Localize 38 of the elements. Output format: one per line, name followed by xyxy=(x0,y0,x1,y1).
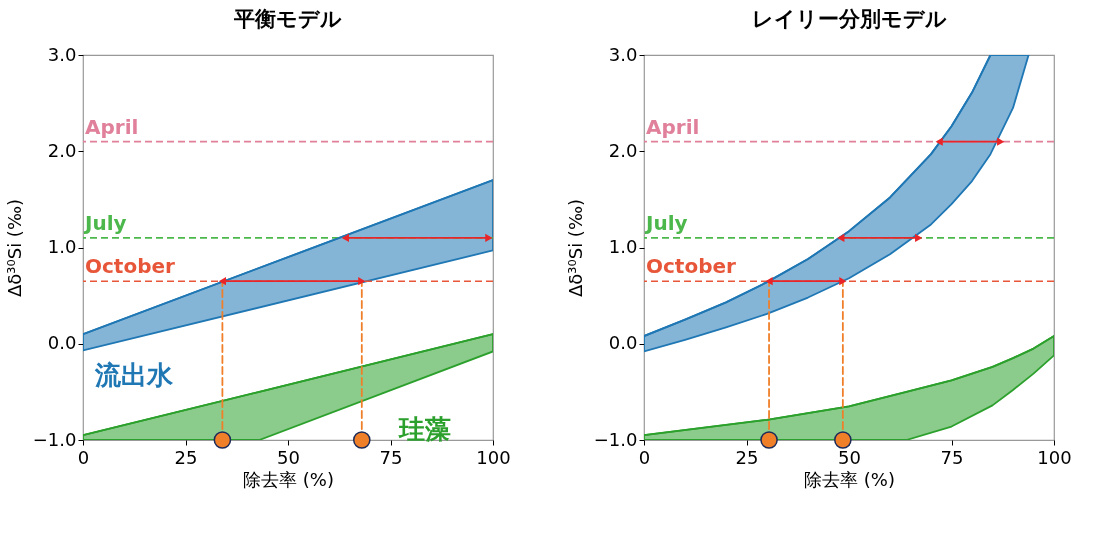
y-tick-label: 0.0 xyxy=(608,332,638,354)
ref-line-label: July xyxy=(83,210,127,235)
x-tick-label: 25 xyxy=(735,446,759,468)
x-tick-label: 25 xyxy=(174,446,198,468)
x-tick-label: 100 xyxy=(1037,446,1072,468)
text: 珪藻 xyxy=(397,413,451,444)
ref-line-label: October xyxy=(85,254,176,279)
chart-title: 平衡モデル xyxy=(233,7,342,31)
y-tick-label: 1.0 xyxy=(47,236,77,257)
y-axis-title: Δδ³⁰Si (‰) xyxy=(564,198,586,298)
ref-line-label: July xyxy=(644,210,688,235)
point xyxy=(213,431,232,449)
x-tick-label: 75 xyxy=(379,446,403,468)
ref-line-label: October xyxy=(646,254,737,279)
x-tick-label: 50 xyxy=(277,446,300,468)
y-tick-label: 2.0 xyxy=(47,139,77,161)
series-label: 流出水 xyxy=(94,360,175,390)
x-tick-label: 75 xyxy=(940,446,964,468)
y-tick-label: −1.0 xyxy=(593,428,638,450)
y-tick-label: 3.0 xyxy=(47,43,77,65)
y-tick-label: 3.0 xyxy=(608,43,638,65)
y-tick-label: 2.0 xyxy=(608,139,638,161)
x-tick-label: 0 xyxy=(638,446,651,468)
point xyxy=(352,431,371,449)
x-tick-label: 100 xyxy=(476,446,511,468)
point xyxy=(760,431,778,449)
x-tick-label: 0 xyxy=(77,446,90,468)
y-tick-label: 1.0 xyxy=(608,236,638,257)
ref-line-label: April xyxy=(646,114,700,139)
y-axis-title: Δδ³⁰Si (‰) xyxy=(3,198,25,298)
x-tick-label: 50 xyxy=(838,446,861,468)
point xyxy=(834,431,852,449)
x-axis-title: 除去率 (%) xyxy=(804,468,895,490)
x-axis-title: 除去率 (%) xyxy=(243,468,334,490)
chart-title: レイリー分別モデル xyxy=(751,7,947,31)
y-tick-label: −1.0 xyxy=(32,428,77,450)
ref-line-label: April xyxy=(85,114,139,139)
y-tick-label: 0.0 xyxy=(47,332,77,354)
